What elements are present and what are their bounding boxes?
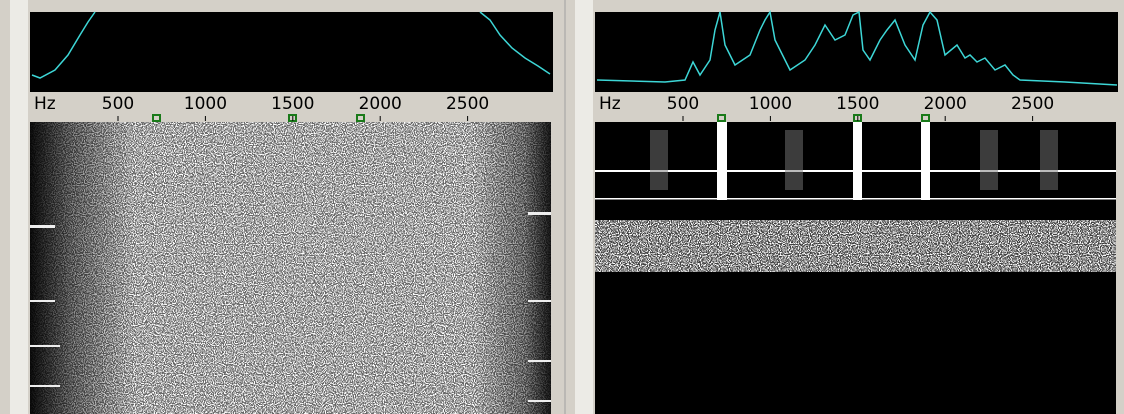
- tick-label: 1500: [836, 94, 879, 114]
- axis-unit: Hz: [34, 94, 56, 114]
- screen: Hz 500 1000 1500 2000 2500 Hz 500 1000 1500 2000 2…: [0, 0, 1124, 414]
- tick-label: 2500: [1011, 94, 1054, 114]
- page: Hz 500 1000 1500 2000 2500 Hz 500 1000 1500 2000 2…: [0, 0, 1124, 414]
- tick-label: 1000: [184, 94, 227, 114]
- spectrum-display: [595, 12, 1118, 92]
- spectrum-display: [30, 12, 553, 92]
- axis-unit: Hz: [599, 94, 621, 114]
- right-panel: Hz 500 1000 1500 2000 2500: [575, 0, 1118, 414]
- tick-label: 1500: [271, 94, 314, 114]
- tick-label: 2500: [446, 94, 489, 114]
- tick-label: 500: [102, 94, 134, 114]
- tick-label: 2000: [359, 94, 402, 114]
- tick-label: 500: [667, 94, 699, 114]
- left-panel: Hz 500 1000 1500 2000 2500: [10, 0, 553, 414]
- tick-label: 1000: [749, 94, 792, 114]
- waterfall-noise: [30, 122, 551, 414]
- panel-border: [10, 0, 28, 414]
- tick-label: 2000: [924, 94, 967, 114]
- waterfall-burst-noise: [595, 220, 1116, 272]
- panel-border: [575, 0, 593, 414]
